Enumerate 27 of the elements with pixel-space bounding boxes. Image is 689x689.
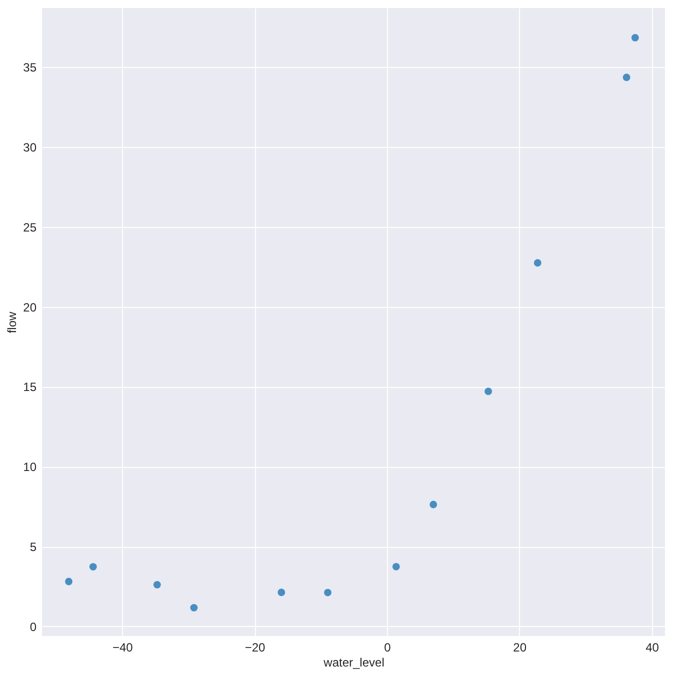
point xyxy=(392,562,400,570)
y-axis-title: flow xyxy=(5,312,20,334)
point xyxy=(153,581,161,588)
y-tick-label: 25 xyxy=(23,220,37,234)
point xyxy=(534,259,542,267)
point xyxy=(484,388,492,396)
y-tick-label: 10 xyxy=(23,460,37,474)
x-tick-label: 40 xyxy=(646,640,660,654)
point xyxy=(622,74,630,82)
x-axis-title: water_level xyxy=(322,656,384,670)
x-tick-label: 20 xyxy=(513,640,527,654)
point xyxy=(324,588,332,596)
point xyxy=(65,578,72,586)
y-tick-label: 15 xyxy=(23,380,37,394)
point xyxy=(631,34,639,42)
y-tick-label: 5 xyxy=(30,540,37,554)
y-tick-label: 20 xyxy=(23,300,37,314)
y-tick-label: 0 xyxy=(30,620,37,634)
y-tick-label: 30 xyxy=(23,140,37,155)
y-tick-label: 35 xyxy=(23,60,37,75)
x-tick-label: 0 xyxy=(384,640,392,654)
point xyxy=(430,500,438,508)
x-tick-label: −20 xyxy=(244,640,266,654)
point xyxy=(190,604,198,612)
x-tick-label: −40 xyxy=(112,640,134,654)
point xyxy=(278,588,286,596)
point xyxy=(89,563,97,571)
